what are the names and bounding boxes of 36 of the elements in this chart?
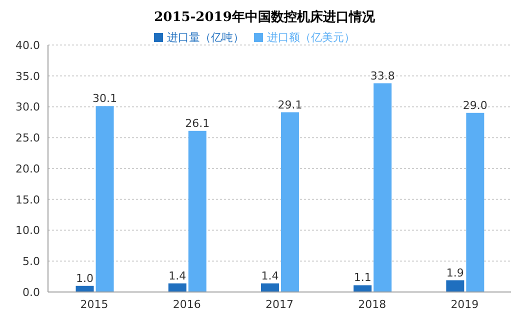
- data-label: 1.1: [354, 271, 372, 284]
- y-tick-label: 25.0: [16, 132, 40, 145]
- data-label: 1.4: [261, 269, 279, 282]
- y-tick-label: 20.0: [16, 162, 40, 176]
- data-label: 33.8: [370, 69, 395, 82]
- x-tick-label: 2016: [172, 298, 201, 311]
- y-tick-label: 15.0: [16, 193, 40, 206]
- x-tick-label: 2019: [450, 298, 479, 311]
- data-label: 29.0: [462, 98, 488, 112]
- bar: [354, 285, 372, 292]
- y-tick-label: 30.0: [16, 100, 40, 114]
- bar: [466, 112, 484, 292]
- data-label: 1.9: [446, 266, 464, 280]
- legend-label: 进口额（亿美元）: [267, 31, 355, 44]
- y-tick-label: 35.0: [16, 70, 40, 83]
- bar: [168, 283, 186, 292]
- data-label: 29.1: [278, 98, 302, 112]
- data-label: 26.1: [185, 116, 210, 130]
- legend-label: 进口量（亿吨）: [167, 31, 244, 44]
- data-label: 1.0: [76, 272, 94, 285]
- bar: [96, 106, 114, 292]
- bar: [446, 280, 464, 292]
- x-tick-label: 2017: [266, 298, 294, 311]
- data-label: 1.4: [168, 269, 186, 282]
- bar: [188, 130, 206, 292]
- data-label: 30.1: [92, 92, 118, 106]
- bar: [260, 283, 279, 292]
- y-tick-label: 5.0: [22, 255, 40, 268]
- y-tick-label: 10.0: [16, 224, 40, 238]
- x-tick-label: 2018: [358, 298, 386, 311]
- x-tick-label: 2015: [80, 298, 108, 311]
- y-tick-label: 0.0: [22, 286, 40, 299]
- y-tick-label: 40.0: [16, 38, 40, 52]
- bar: [374, 83, 392, 292]
- bar: [280, 112, 299, 292]
- chart-title: 2015-2019年中国数控机床进口情况: [153, 8, 376, 26]
